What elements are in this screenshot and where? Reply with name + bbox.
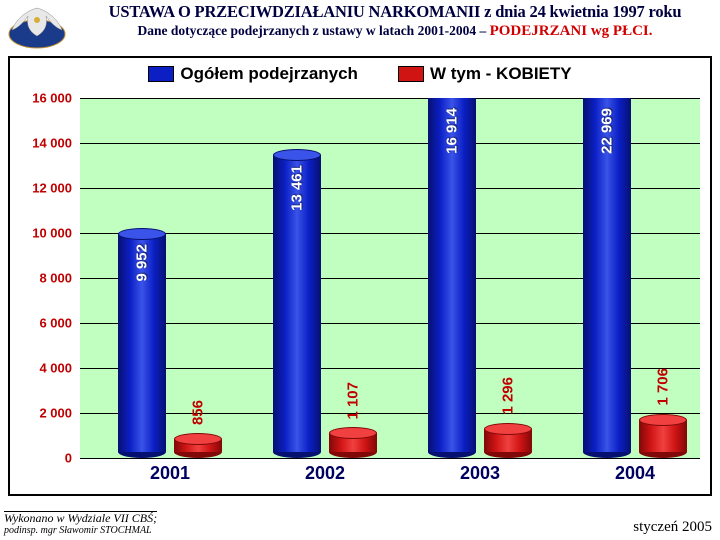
page-title: USTAWA O PRZECIWDZIAŁANIU NARKOMANII z d… — [76, 2, 714, 22]
footer-line1: Wykonano w Wydziale VII CBŚ; — [4, 511, 157, 525]
bar-women: 856 — [174, 433, 222, 458]
bar-women-value: 1 706 — [655, 368, 672, 406]
legend: Ogółem podejrzanych W tym - KOBIETY — [10, 64, 710, 84]
y-axis-tick: 4 000 — [16, 361, 72, 376]
x-axis-tick: 2001 — [150, 463, 190, 484]
footer-credit: Wykonano w Wydziale VII CBŚ; podinsp. mg… — [4, 511, 157, 536]
subtitle-highlight: PODEJRZANI wg PŁCI. — [490, 23, 653, 39]
y-axis-tick: 8 000 — [16, 271, 72, 286]
x-axis-tick: 2003 — [460, 463, 500, 484]
legend-label-total: Ogółem podejrzanych — [180, 64, 358, 84]
legend-item-women: W tym - KOBIETY — [398, 64, 572, 84]
footer-date: styczeń 2005 — [633, 519, 712, 536]
emblem-image — [4, 2, 70, 50]
bar-total: 16 914 — [428, 92, 476, 458]
gridline — [80, 458, 700, 459]
y-axis-tick: 6 000 — [16, 316, 72, 331]
bar-total: 13 461 — [273, 149, 321, 458]
bar-women-value: 1 107 — [345, 382, 362, 420]
bar-total: 9 952 — [118, 228, 166, 458]
x-axis-tick: 2004 — [615, 463, 655, 484]
bar-total: 22 969 — [583, 92, 631, 458]
legend-swatch-women — [398, 66, 424, 82]
y-axis-tick: 0 — [16, 451, 72, 466]
bar-women: 1 296 — [484, 423, 532, 458]
bar-women-value: 1 296 — [500, 377, 517, 415]
title-bold: USTAWA O PRZECIWDZIAŁANIU NARKOMANII — [109, 2, 481, 21]
footer: Wykonano w Wydziale VII CBŚ; podinsp. mg… — [4, 511, 712, 536]
bar-total-value: 22 969 — [599, 108, 616, 154]
title-rest: z dnia 24 kwietnia 1997 roku — [480, 2, 681, 21]
legend-swatch-total — [148, 66, 174, 82]
y-axis-tick: 16 000 — [16, 91, 72, 106]
legend-label-women: W tym - KOBIETY — [430, 64, 572, 84]
bar-total-value: 16 914 — [444, 108, 461, 154]
y-axis-tick: 2 000 — [16, 406, 72, 421]
plot-area: 20019 952856200213 4611 107200316 9141 2… — [80, 98, 700, 458]
footer-line2: podinsp. mgr Sławomir STOCHMAL — [4, 525, 157, 536]
bar-total-value: 9 952 — [134, 244, 151, 282]
bar-women: 1 706 — [639, 414, 687, 458]
chart-container: Ogółem podejrzanych W tym - KOBIETY 2001… — [8, 56, 712, 496]
y-axis-tick: 14 000 — [16, 136, 72, 151]
bar-women: 1 107 — [329, 427, 377, 458]
subtitle: Dane dotyczące podejrzanych z ustawy w l… — [76, 23, 714, 40]
legend-item-total: Ogółem podejrzanych — [148, 64, 358, 84]
y-axis-tick: 10 000 — [16, 226, 72, 241]
bar-total-value: 13 461 — [289, 165, 306, 211]
subtitle-plain: Dane dotyczące podejrzanych z ustawy w l… — [137, 23, 489, 38]
x-axis-tick: 2002 — [305, 463, 345, 484]
y-axis-tick: 12 000 — [16, 181, 72, 196]
bar-women-value: 856 — [190, 400, 207, 425]
